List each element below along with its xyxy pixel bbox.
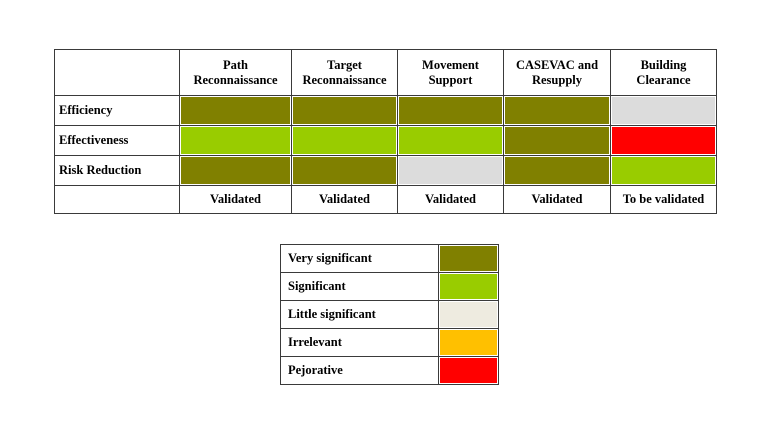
row-risk-reduction: Risk Reduction <box>54 155 717 186</box>
level-swatch <box>293 97 396 124</box>
column-header-target-reconnaissance: Target Reconnaissance <box>291 49 398 96</box>
row-label-effectiveness: Effectiveness <box>54 125 180 156</box>
corner-cell <box>54 49 180 96</box>
row-label-risk-reduction: Risk Reduction <box>54 155 180 186</box>
legend-row: Pejorative <box>280 356 499 385</box>
level-swatch <box>399 97 502 124</box>
row-effectiveness: Effectiveness <box>54 125 717 156</box>
matrix-cell <box>291 155 398 186</box>
column-header-line1: CASEVAC and <box>515 57 599 72</box>
legend-swatch <box>440 274 497 299</box>
header-row: Path Reconnaissance Target Reconnaissanc… <box>54 49 717 96</box>
legend-table: Very significant Significant Little sign… <box>280 244 499 385</box>
level-swatch <box>181 97 290 124</box>
column-header-line2: Resupply <box>531 72 583 87</box>
status-cell: To be validated <box>610 185 717 214</box>
legend-swatch-cell <box>438 300 499 329</box>
column-header-line1: Building <box>640 57 687 72</box>
matrix-cell <box>397 125 504 156</box>
assessment-matrix: Path Reconnaissance Target Reconnaissanc… <box>54 49 717 214</box>
level-swatch <box>612 97 715 124</box>
column-header-line2: Reconnaissance <box>302 72 387 87</box>
matrix-cell <box>179 155 292 186</box>
level-swatch <box>612 127 715 154</box>
legend-label: Irrelevant <box>280 328 439 357</box>
level-swatch <box>181 127 290 154</box>
legend-swatch <box>440 358 497 383</box>
status-row: Validated Validated Validated Validated … <box>54 185 717 214</box>
status-cell: Validated <box>291 185 398 214</box>
legend-swatch <box>440 302 497 327</box>
level-swatch <box>612 157 715 184</box>
status-cell: Validated <box>397 185 504 214</box>
matrix-cell <box>610 95 717 126</box>
column-header-building-clearance: Building Clearance <box>610 49 717 96</box>
legend-swatch <box>440 330 497 355</box>
column-header-path-reconnaissance: Path Reconnaissance <box>179 49 292 96</box>
matrix-cell <box>610 155 717 186</box>
matrix-cell <box>397 95 504 126</box>
matrix-cell <box>503 125 611 156</box>
row-efficiency: Efficiency <box>54 95 717 126</box>
matrix-cell <box>503 155 611 186</box>
level-swatch <box>181 157 290 184</box>
legend-row: Little significant <box>280 300 499 329</box>
status-cell: Validated <box>503 185 611 214</box>
legend-swatch-cell <box>438 328 499 357</box>
column-header-casevac-resupply: CASEVAC and Resupply <box>503 49 611 96</box>
legend-swatch-cell <box>438 272 499 301</box>
status-cell: Validated <box>179 185 292 214</box>
column-header-movement-support: Movement Support <box>397 49 504 96</box>
legend-swatch <box>440 246 497 271</box>
matrix-cell <box>179 95 292 126</box>
level-swatch <box>399 157 502 184</box>
legend-label: Significant <box>280 272 439 301</box>
legend-swatch-cell <box>438 356 499 385</box>
legend-label: Little significant <box>280 300 439 329</box>
column-header-line2: Clearance <box>636 72 691 87</box>
legend-label: Pejorative <box>280 356 439 385</box>
row-label-efficiency: Efficiency <box>54 95 180 126</box>
level-swatch <box>293 127 396 154</box>
column-header-line1: Path <box>223 57 248 72</box>
matrix-cell <box>179 125 292 156</box>
legend-row: Irrelevant <box>280 328 499 357</box>
legend-row: Very significant <box>280 244 499 273</box>
matrix-cell <box>503 95 611 126</box>
level-swatch <box>399 127 502 154</box>
column-header-line1: Movement <box>422 57 479 72</box>
legend-swatch-cell <box>438 244 499 273</box>
matrix-cell <box>291 125 398 156</box>
legend-row: Significant <box>280 272 499 301</box>
level-swatch <box>505 97 609 124</box>
level-swatch <box>505 127 609 154</box>
level-swatch <box>505 157 609 184</box>
column-header-line2: Reconnaissance <box>193 72 278 87</box>
column-header-line2: Support <box>428 72 473 87</box>
matrix-cell <box>397 155 504 186</box>
legend-label: Very significant <box>280 244 439 273</box>
matrix-cell <box>610 125 717 156</box>
matrix-cell <box>291 95 398 126</box>
column-header-line1: Target <box>327 57 362 72</box>
status-corner-cell <box>54 185 180 214</box>
level-swatch <box>293 157 396 184</box>
